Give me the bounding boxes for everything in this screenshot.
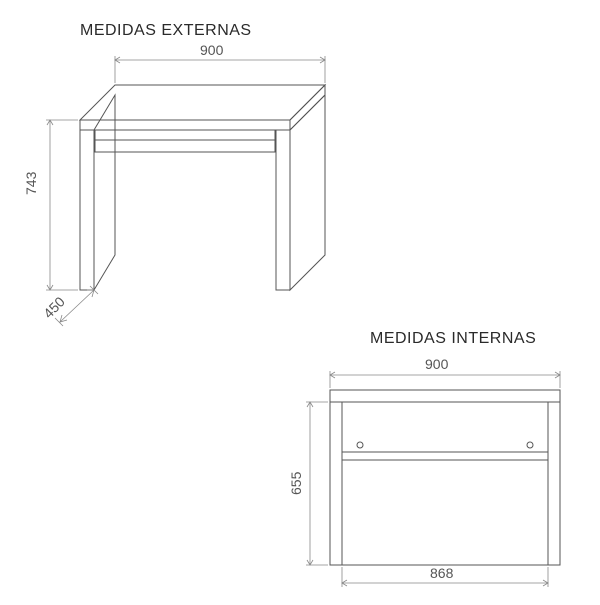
- external-height-label: 743: [23, 172, 39, 195]
- internal-inner-width-label: 868: [430, 565, 453, 581]
- internal-width-label: 900: [425, 356, 448, 372]
- external-diagram: [20, 40, 380, 340]
- internal-height-label: 655: [288, 472, 304, 495]
- external-title: MEDIDAS EXTERNAS: [80, 22, 252, 40]
- external-width-label: 900: [200, 42, 223, 58]
